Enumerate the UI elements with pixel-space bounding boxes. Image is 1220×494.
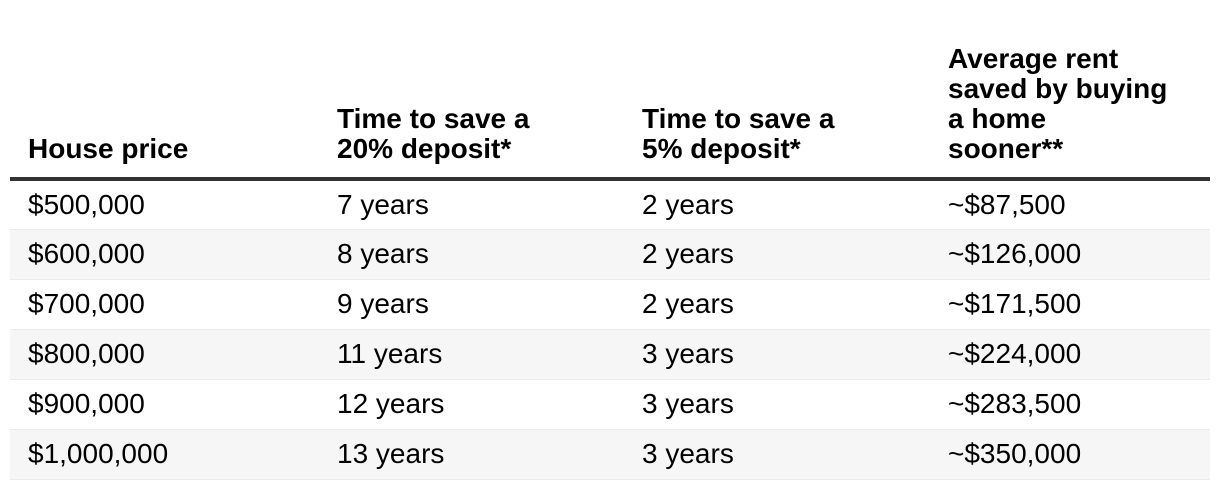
cell-house-price: $500,000 — [28, 188, 145, 220]
header-line: 5% deposit* — [642, 133, 801, 164]
cell-20pct-time: 13 years — [337, 438, 445, 469]
table-header-row: House price Time to save a 20% deposit* … — [10, 0, 1210, 181]
table-row: $600,000 8 years 2 years ~$126,000 — [10, 229, 1210, 279]
table-header: House price Time to save a 20% deposit* … — [10, 0, 1210, 181]
cell-rent-saved: ~$87,500 — [948, 188, 1066, 220]
header-line: saved by buying — [948, 73, 1168, 104]
header-line: Average rent — [948, 43, 1119, 74]
cell-20pct-time: 9 years — [337, 288, 429, 319]
column-header-house-price: House price — [10, 0, 319, 181]
column-header-rent-saved: Average rent saved by buying a home soon… — [930, 0, 1210, 181]
cell-5pct-time: 3 years — [642, 388, 734, 419]
cell-house-price: $900,000 — [28, 388, 145, 419]
table-row: $500,000 7 years 2 years ~$87,500 — [10, 179, 1210, 229]
cell-5pct-time: 2 years — [642, 188, 734, 220]
header-line: Time to save a — [642, 103, 835, 134]
cell-20pct-time: 8 years — [337, 238, 429, 269]
cell-5pct-time: 3 years — [642, 438, 734, 469]
table-row: $900,000 12 years 3 years ~$283,500 — [10, 379, 1210, 429]
table-row: $1,000,000 13 years 3 years ~$350,000 — [10, 429, 1210, 479]
table-row: $700,000 9 years 2 years ~$171,500 — [10, 279, 1210, 329]
header-line: Time to save a — [337, 103, 530, 134]
cell-rent-saved: ~$350,000 — [948, 438, 1082, 469]
cell-20pct-time: 11 years — [337, 338, 443, 369]
cell-house-price: $600,000 — [28, 238, 145, 269]
cell-5pct-time: 2 years — [642, 288, 734, 319]
table-body: $500,000 7 years 2 years ~$87,500 $600,0… — [10, 179, 1210, 479]
header-line: sooner** — [948, 133, 1064, 164]
cell-20pct-time: 7 years — [337, 188, 429, 220]
cell-rent-saved: ~$171,500 — [948, 288, 1082, 319]
header-line: a home — [948, 103, 1047, 134]
header-line: House price — [28, 133, 189, 164]
cell-house-price: $700,000 — [28, 288, 145, 319]
table-row: $800,000 11 years 3 years ~$224,000 — [10, 329, 1210, 379]
house-deposit-savings-table: House price Time to save a 20% deposit* … — [10, 0, 1210, 480]
cell-rent-saved: ~$126,000 — [948, 238, 1082, 269]
cell-5pct-time: 2 years — [642, 238, 734, 269]
header-line: 20% deposit* — [337, 133, 512, 164]
cell-5pct-time: 3 years — [642, 338, 734, 369]
cell-rent-saved: ~$224,000 — [948, 338, 1082, 369]
column-header-5pct-deposit: Time to save a 5% deposit* — [624, 0, 930, 181]
cell-20pct-time: 12 years — [337, 388, 445, 419]
cell-rent-saved: ~$283,500 — [948, 388, 1082, 419]
column-header-20pct-deposit: Time to save a 20% deposit* — [319, 0, 624, 181]
cell-house-price: $800,000 — [28, 338, 145, 369]
cell-house-price: $1,000,000 — [28, 438, 169, 469]
